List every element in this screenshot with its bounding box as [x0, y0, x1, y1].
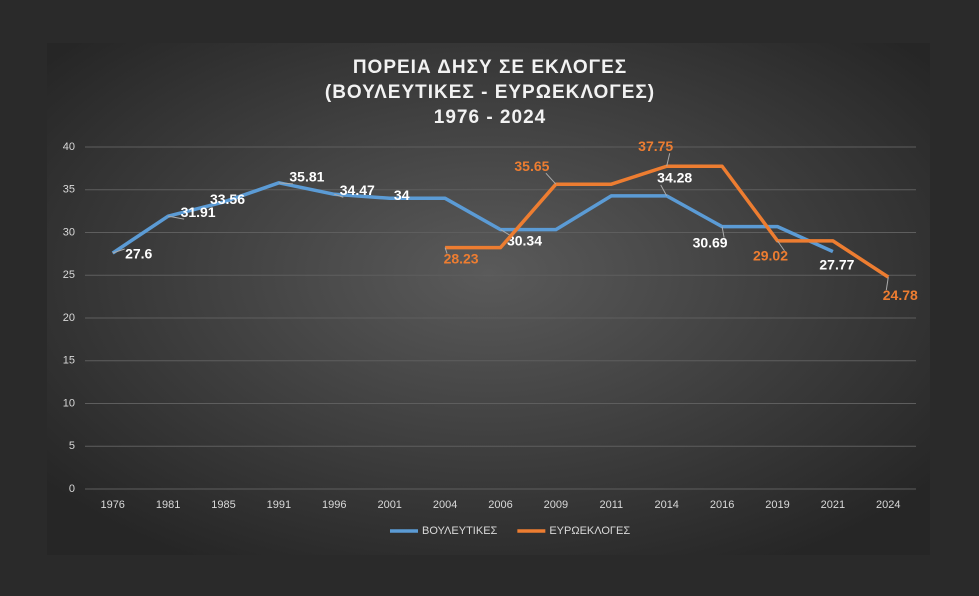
chart-title: 1976 - 2024 [434, 107, 546, 128]
leader-line [500, 229, 511, 237]
x-tick-label: 1991 [267, 499, 291, 511]
data-label: 28.23 [444, 250, 479, 266]
leader-line [885, 277, 889, 291]
series-line [111, 181, 834, 255]
data-label: 35.65 [514, 158, 549, 174]
x-tick-label: 2024 [876, 499, 900, 511]
chart-title: (ΒΟΥΛΕΥΤΙΚΕΣ - ΕΥΡΩΕΚΛΟΓΕΣ) [325, 82, 655, 103]
data-label: 34.47 [340, 182, 375, 198]
y-tick-label: 25 [63, 269, 75, 281]
leader-line [777, 240, 785, 252]
x-tick-label: 2014 [654, 499, 678, 511]
x-tick-label: 1981 [156, 499, 180, 511]
y-tick-label: 5 [69, 440, 75, 452]
leader-line [666, 153, 671, 167]
y-tick-label: 10 [63, 397, 75, 409]
data-label: 27.77 [819, 256, 854, 272]
x-tick-label: 2004 [433, 499, 457, 511]
data-label: 31.91 [181, 204, 216, 220]
x-tick-label: 1976 [100, 499, 124, 511]
x-tick-label: 2016 [710, 499, 734, 511]
y-tick-label: 35 [63, 184, 75, 196]
x-tick-label: 2009 [544, 499, 568, 511]
data-label: 33.56 [210, 191, 245, 207]
data-label: 35.81 [289, 169, 324, 185]
leader-line [721, 226, 725, 238]
data-label: 27.6 [125, 246, 152, 262]
y-tick-label: 20 [63, 312, 75, 324]
y-tick-label: 30 [63, 226, 75, 238]
leader-line [334, 193, 344, 198]
x-tick-label: 2021 [821, 499, 845, 511]
leader-line [444, 247, 448, 254]
leader-line [545, 172, 557, 185]
data-label: 30.69 [693, 234, 728, 250]
chart-area [47, 43, 930, 555]
data-label: 24.78 [883, 287, 918, 303]
series-line [445, 164, 890, 279]
y-tick-label: 40 [63, 141, 75, 153]
legend-label: ΕΥΡΩΕΚΛΟΓΕΣ [549, 525, 630, 537]
y-tick-label: 15 [63, 355, 75, 367]
data-label: 37.75 [638, 138, 673, 154]
x-tick-label: 2006 [488, 499, 512, 511]
x-tick-label: 1996 [322, 499, 346, 511]
leader-line [660, 184, 668, 197]
y-tick-label: 0 [69, 483, 75, 495]
data-label: 34 [394, 187, 410, 203]
leader-line [278, 182, 293, 185]
x-tick-label: 2011 [599, 499, 623, 511]
x-tick-label: 1985 [211, 499, 235, 511]
data-label: 30.34 [507, 232, 542, 248]
chart-title: ΠΟΡΕΙΑ ΔΗΣΥ ΣΕ ΕΚΛΟΓΕΣ [353, 57, 627, 78]
x-tick-label: 2019 [765, 499, 789, 511]
leader-line [168, 215, 185, 220]
data-label: 29.02 [753, 248, 788, 264]
legend-label: ΒΟΥΛΕΥΤΙΚΕΣ [422, 525, 498, 537]
leader-line [112, 248, 125, 254]
data-label: 34.28 [657, 170, 692, 186]
x-tick-label: 2001 [377, 499, 401, 511]
